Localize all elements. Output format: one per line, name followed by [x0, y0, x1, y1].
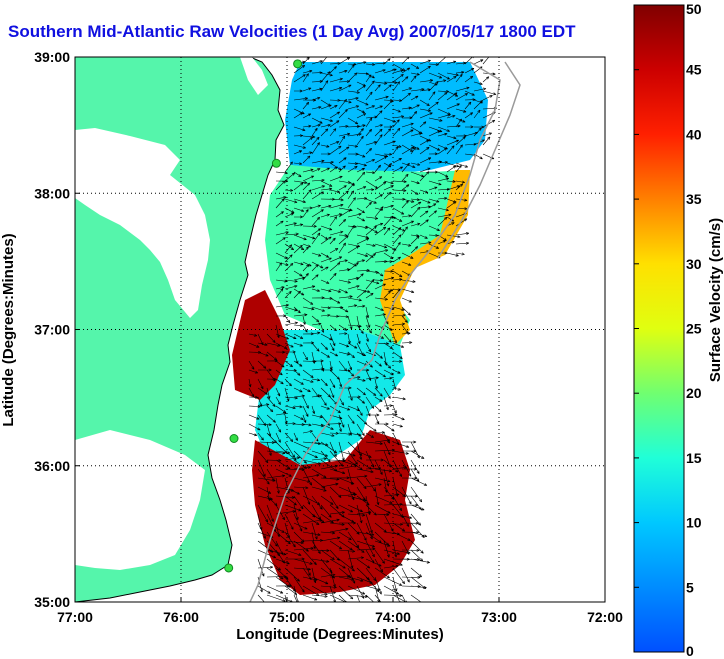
radar-station-marker: [229, 434, 239, 443]
radar-station-marker: [224, 563, 234, 573]
grid-lines: [75, 57, 605, 602]
y-tick-label: 39:00: [34, 49, 70, 65]
colorbar-tick-label: 45: [686, 62, 702, 78]
colorbar-tick-label: 0: [686, 643, 694, 659]
y-tick-label: 37:00: [34, 322, 70, 338]
y-tick-label: 35:00: [34, 594, 70, 610]
colorbar-tick-label: 40: [686, 126, 702, 142]
x-tick-label: 77:00: [57, 609, 93, 625]
bay-water-north: [240, 57, 268, 95]
y-tick-label: 38:00: [34, 185, 70, 201]
colorbar-tick-label: 5: [686, 579, 694, 595]
region-east-edge: [380, 170, 470, 345]
region-north-block: [285, 62, 488, 175]
colorbar-tick-label: 50: [686, 1, 702, 17]
radar-station-marker: [271, 158, 281, 168]
x-tick-label: 76:00: [163, 609, 199, 625]
colorbar-tick-label: 25: [686, 321, 702, 337]
x-axis-label: Longitude (Degrees:Minutes): [236, 626, 444, 643]
radar-station-marker: [293, 59, 303, 69]
chart-title: Southern Mid-Atlantic Raw Velocities (1 …: [8, 22, 576, 41]
x-tick-label: 75:00: [269, 609, 305, 625]
sound-water: [75, 430, 205, 570]
y-tick-label: 36:00: [34, 458, 70, 474]
colorbar-tick-label: 35: [686, 191, 702, 207]
x-tick-label: 74:00: [375, 609, 411, 625]
bathymetry-contour: [249, 61, 501, 602]
colorbar-tick-label: 15: [686, 450, 702, 466]
y-axis-label: Latitude (Degrees:Minutes): [0, 233, 17, 426]
colorbar-tick-label: 30: [686, 256, 702, 272]
bay-water: [75, 128, 210, 318]
x-tick-label: 73:00: [481, 609, 517, 625]
colorbar-label: Surface Velocity (cm/s): [707, 218, 724, 382]
region-central-band: [265, 165, 470, 345]
colorbar: [633, 4, 685, 653]
x-tick-label: 72:00: [587, 609, 623, 625]
colorbar-tick-label: 10: [686, 515, 702, 531]
colorbar-tick-label: 20: [686, 385, 702, 401]
bathymetry-contour: [437, 61, 521, 259]
